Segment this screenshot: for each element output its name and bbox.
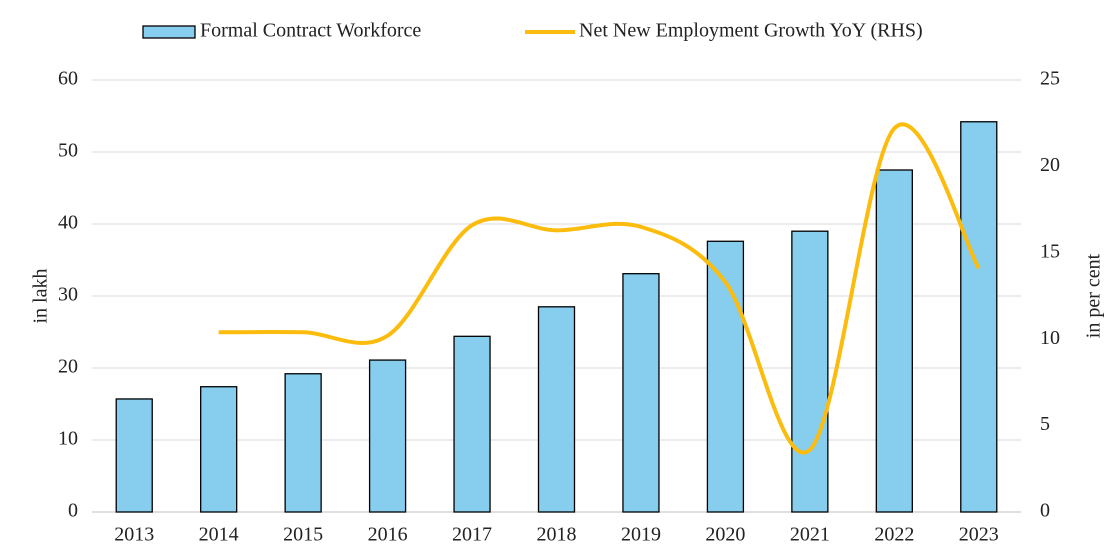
y-tick-label: 10 bbox=[58, 428, 78, 450]
x-tick-label: 2016 bbox=[368, 524, 408, 546]
y-tick-label: 50 bbox=[58, 140, 78, 162]
bar bbox=[875, 169, 913, 513]
x-tick-label: 2021 bbox=[790, 524, 830, 546]
bar bbox=[706, 240, 745, 513]
y-axis-label: in lakh bbox=[30, 269, 52, 324]
x-tick-label: 2019 bbox=[621, 524, 661, 546]
y2-tick-label: 5 bbox=[1040, 413, 1050, 435]
x-tick-label: 2017 bbox=[452, 524, 492, 546]
y-tick-label: 60 bbox=[58, 68, 78, 90]
bar bbox=[960, 121, 998, 513]
legend-label: Net New Employment Growth YoY (RHS) bbox=[579, 20, 923, 42]
y2-tick-label: 15 bbox=[1040, 240, 1060, 262]
bar bbox=[284, 373, 322, 513]
y2-tick-label: 0 bbox=[1040, 500, 1050, 522]
y-tick-label: 30 bbox=[58, 284, 78, 306]
y-tick-label: 0 bbox=[68, 500, 78, 522]
x-tick-label: 2015 bbox=[283, 524, 323, 546]
x-tick-label: 2020 bbox=[705, 524, 745, 546]
bar bbox=[115, 398, 153, 513]
x-tick-label: 2022 bbox=[874, 524, 914, 546]
bar bbox=[200, 386, 238, 513]
y2-tick-label: 20 bbox=[1040, 154, 1060, 176]
bar bbox=[537, 306, 576, 513]
x-tick-label: 2013 bbox=[114, 524, 154, 546]
bar bbox=[622, 273, 660, 513]
y2-tick-label: 10 bbox=[1040, 327, 1060, 349]
legend-swatch bbox=[142, 25, 196, 39]
bar bbox=[791, 230, 829, 513]
legend-label: Formal Contract Workforce bbox=[200, 20, 421, 42]
x-tick-label: 2018 bbox=[537, 524, 577, 546]
x-tick-label: 2014 bbox=[199, 524, 239, 546]
y2-axis-label: in per cent bbox=[1083, 253, 1105, 338]
y2-tick-label: 25 bbox=[1040, 68, 1060, 90]
y-tick-label: 20 bbox=[58, 356, 78, 378]
y-tick-label: 40 bbox=[58, 212, 78, 234]
x-tick-label: 2023 bbox=[959, 524, 999, 546]
bar bbox=[368, 359, 407, 513]
bar bbox=[453, 335, 491, 513]
line bbox=[218, 122, 981, 455]
